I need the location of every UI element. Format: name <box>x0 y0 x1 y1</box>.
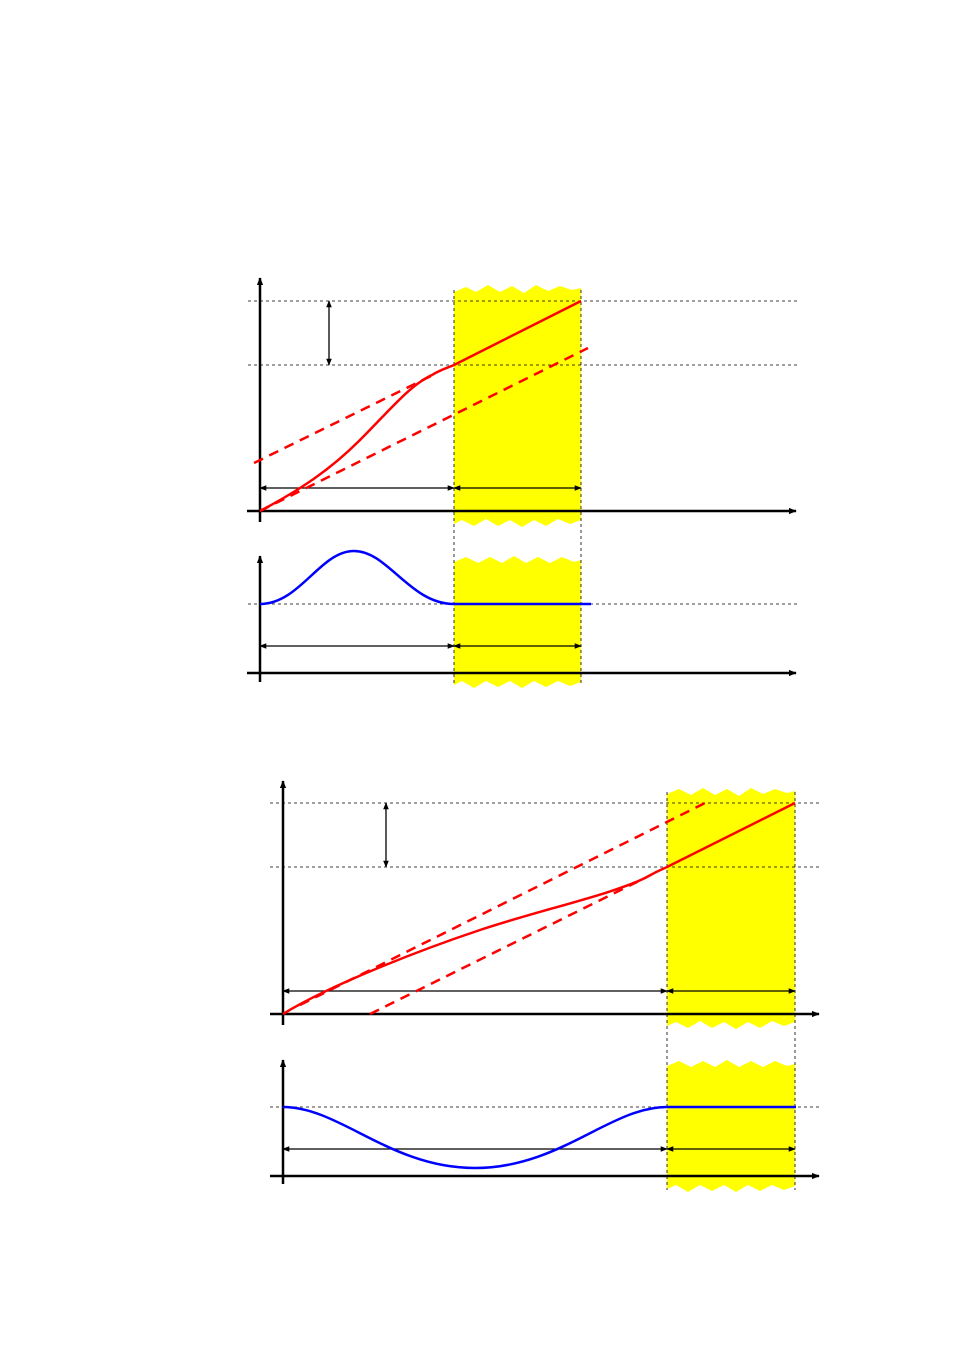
top-velocity-highlight-region <box>454 556 581 688</box>
top-position-curve <box>259 299 582 513</box>
top-figure <box>247 277 800 688</box>
top-velocity-curve <box>259 549 591 606</box>
bottom-velocity-highlight-region <box>667 1060 795 1192</box>
bottom-velocity-curve <box>282 1105 796 1170</box>
bottom-position-curve <box>282 801 796 1016</box>
bottom-reference-line-b <box>369 876 646 1016</box>
top-position-highlight-region <box>454 285 581 527</box>
bottom-figure <box>270 780 822 1192</box>
bottom-position-highlight-region <box>667 788 795 1029</box>
top-reference-line-a <box>253 374 432 465</box>
